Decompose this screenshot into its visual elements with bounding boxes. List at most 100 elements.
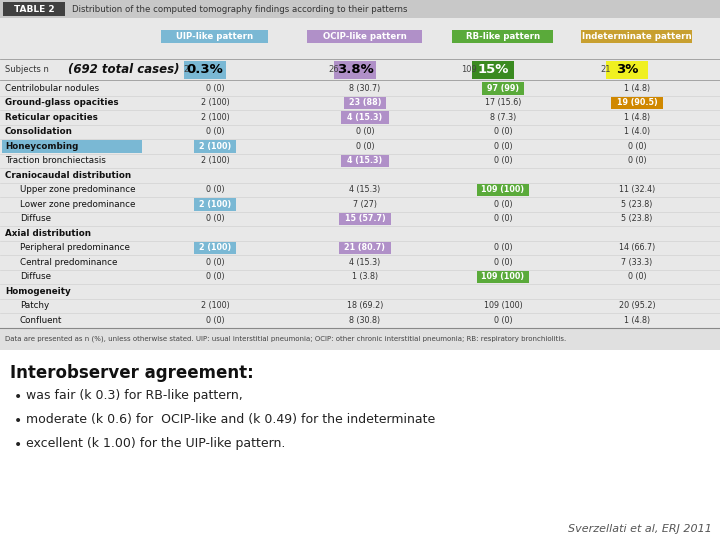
- Text: was fair (k 0.3) for RB-like pattern,: was fair (k 0.3) for RB-like pattern,: [26, 389, 243, 402]
- Text: 2 (100): 2 (100): [199, 200, 231, 209]
- Text: Distribution of the computed tomography findings according to their patterns: Distribution of the computed tomography …: [72, 4, 408, 14]
- Text: 5 (23.8): 5 (23.8): [621, 200, 653, 209]
- Text: 0 (0): 0 (0): [494, 243, 513, 252]
- Bar: [194, 198, 236, 211]
- Text: Homogeneity: Homogeneity: [5, 287, 71, 296]
- Bar: [194, 140, 236, 152]
- Text: Ground-glass opacities: Ground-glass opacities: [5, 98, 119, 107]
- Text: Data are presented as n (%), unless otherwise stated. UIP: usual interstitial pn: Data are presented as n (%), unless othe…: [5, 335, 566, 342]
- Text: 5 (23.8): 5 (23.8): [621, 214, 653, 223]
- Text: Interobserver agreement:: Interobserver agreement:: [10, 363, 253, 381]
- Text: UIP-like pattern: UIP-like pattern: [176, 32, 253, 41]
- Bar: [0, 18, 720, 330]
- Bar: [452, 30, 553, 43]
- Text: 8 (30.7): 8 (30.7): [349, 84, 381, 93]
- Text: 20 (95.2): 20 (95.2): [618, 301, 655, 310]
- Bar: [338, 241, 392, 254]
- Text: Confluent: Confluent: [20, 316, 63, 325]
- Text: 1 (4.8): 1 (4.8): [624, 113, 650, 122]
- Text: 21 (80.7): 21 (80.7): [344, 243, 385, 252]
- Text: Central predominance: Central predominance: [20, 258, 117, 267]
- Text: Reticular opacities: Reticular opacities: [5, 113, 98, 122]
- Text: 0 (0): 0 (0): [206, 84, 225, 93]
- Text: 109 (100): 109 (100): [482, 185, 525, 194]
- Text: Centrilobular nodules: Centrilobular nodules: [5, 84, 99, 93]
- Text: 0 (0): 0 (0): [206, 214, 225, 223]
- Text: Lower zone predominance: Lower zone predominance: [20, 200, 135, 209]
- Bar: [344, 97, 386, 109]
- Text: 8 (7.3): 8 (7.3): [490, 113, 516, 122]
- Text: Diffuse: Diffuse: [20, 214, 51, 223]
- Bar: [0, 0, 720, 18]
- Text: 0 (0): 0 (0): [206, 185, 225, 194]
- Text: 4 (15.3): 4 (15.3): [347, 113, 382, 122]
- Bar: [184, 60, 226, 78]
- Text: 0 (0): 0 (0): [494, 214, 513, 223]
- Text: Sverzellati et al, ERJ 2011: Sverzellati et al, ERJ 2011: [568, 524, 712, 534]
- Bar: [334, 60, 376, 78]
- Text: 109: 109: [462, 65, 477, 74]
- Text: 1 (4.0): 1 (4.0): [624, 127, 650, 136]
- Text: 7 (27): 7 (27): [353, 200, 377, 209]
- Text: 4 (15.3): 4 (15.3): [349, 185, 381, 194]
- Bar: [3, 2, 65, 16]
- Text: Consolidation: Consolidation: [5, 127, 73, 136]
- Text: 11 (32.4): 11 (32.4): [619, 185, 655, 194]
- Text: 0 (0): 0 (0): [628, 156, 647, 165]
- Text: 21: 21: [600, 65, 611, 74]
- Text: 2 (100): 2 (100): [199, 141, 231, 151]
- Bar: [0, 59, 720, 80]
- Text: 1 (4.8): 1 (4.8): [624, 84, 650, 93]
- Text: Upper zone predominance: Upper zone predominance: [20, 185, 135, 194]
- Text: 0 (0): 0 (0): [494, 200, 513, 209]
- Bar: [477, 184, 529, 196]
- Text: 17 (15.6): 17 (15.6): [485, 98, 521, 107]
- Text: 0 (0): 0 (0): [206, 272, 225, 281]
- Text: 1 (4.8): 1 (4.8): [624, 316, 650, 325]
- Bar: [477, 271, 529, 283]
- Text: 109 (100): 109 (100): [482, 272, 525, 281]
- Text: 3.8%: 3.8%: [337, 63, 374, 76]
- Text: 3%: 3%: [616, 63, 638, 76]
- Bar: [341, 111, 389, 124]
- Text: 0 (0): 0 (0): [206, 258, 225, 267]
- Text: 15%: 15%: [477, 63, 509, 76]
- Text: 26: 26: [328, 65, 339, 74]
- Text: 2 (100): 2 (100): [199, 243, 231, 252]
- Text: 2 (100): 2 (100): [201, 301, 230, 310]
- Text: 0 (0): 0 (0): [494, 141, 513, 151]
- Text: 0 (0): 0 (0): [494, 127, 513, 136]
- Text: Patchy: Patchy: [20, 301, 49, 310]
- Bar: [606, 60, 648, 78]
- Text: 0 (0): 0 (0): [356, 127, 374, 136]
- Text: 97 (99): 97 (99): [487, 84, 519, 93]
- Bar: [0, 349, 720, 540]
- Bar: [611, 97, 663, 109]
- Text: 2 (100): 2 (100): [201, 156, 230, 165]
- Bar: [194, 241, 236, 254]
- Bar: [307, 30, 422, 43]
- Text: 23 (88): 23 (88): [348, 98, 382, 107]
- Bar: [0, 44, 720, 59]
- Text: 0 (0): 0 (0): [494, 156, 513, 165]
- Bar: [0, 327, 720, 349]
- Text: •: •: [14, 414, 22, 428]
- Text: 14 (66.7): 14 (66.7): [619, 243, 655, 252]
- Text: Subjects n: Subjects n: [5, 65, 49, 74]
- Text: excellent (k 1.00) for the UIP-like pattern.: excellent (k 1.00) for the UIP-like patt…: [26, 437, 285, 450]
- Text: Craniocaudal distribution: Craniocaudal distribution: [5, 171, 131, 180]
- Text: (692 total cases): (692 total cases): [68, 63, 179, 76]
- Text: moderate (k 0.6) for  OCIP-like and (k 0.49) for the indeterminate: moderate (k 0.6) for OCIP-like and (k 0.…: [26, 414, 436, 427]
- Text: 8 (30.8): 8 (30.8): [349, 316, 381, 325]
- Text: 4 (15.3): 4 (15.3): [347, 156, 382, 165]
- Text: 2: 2: [184, 65, 189, 74]
- Text: 18 (69.2): 18 (69.2): [347, 301, 383, 310]
- Text: 109 (100): 109 (100): [484, 301, 523, 310]
- Bar: [482, 82, 524, 94]
- Text: 0 (0): 0 (0): [494, 258, 513, 267]
- Bar: [2, 140, 142, 152]
- Bar: [581, 30, 692, 43]
- Text: 0 (0): 0 (0): [356, 141, 374, 151]
- Bar: [338, 213, 392, 225]
- Text: TABLE 2: TABLE 2: [14, 4, 54, 14]
